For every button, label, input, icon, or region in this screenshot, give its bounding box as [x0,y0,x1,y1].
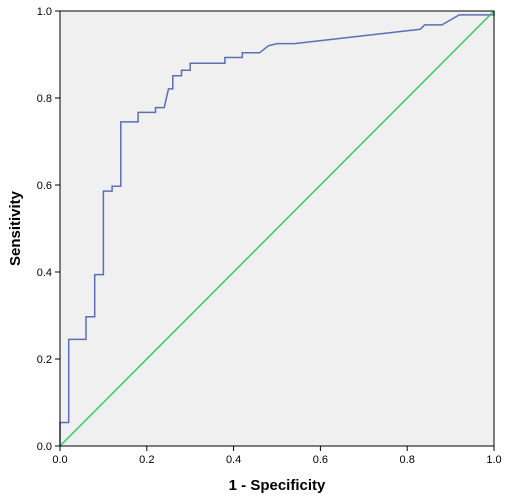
y-axis-title: Sensitivity [7,190,24,266]
y-tick-label: 0.6 [37,180,52,192]
x-tick-label: 0.2 [139,454,154,466]
x-tick-label: 1.0 [486,454,501,466]
y-tick-label: 0.0 [37,441,52,453]
y-tick-label: 0.4 [37,267,52,279]
x-tick-label: 0.4 [226,454,241,466]
reference-diagonal-line [59,10,495,447]
series-lines [59,10,495,447]
x-tick-label: 0.6 [313,454,328,466]
y-tick-label: 1.0 [37,6,52,18]
x-tick-label: 0.0 [52,454,67,466]
y-tick-label: 0.8 [37,93,52,105]
y-tick-label: 0.2 [37,354,52,366]
x-axis-ticks: 0.0 0.2 0.4 0.6 0.8 1.0 [52,446,502,466]
plot-frame [59,10,495,447]
x-axis-title: 1 - Specificity [229,477,326,494]
x-tick-label: 0.8 [400,454,415,466]
roc-curve-line [59,11,495,446]
y-axis-ticks: 0.0 0.2 0.4 0.6 0.8 1.0 [37,6,60,453]
